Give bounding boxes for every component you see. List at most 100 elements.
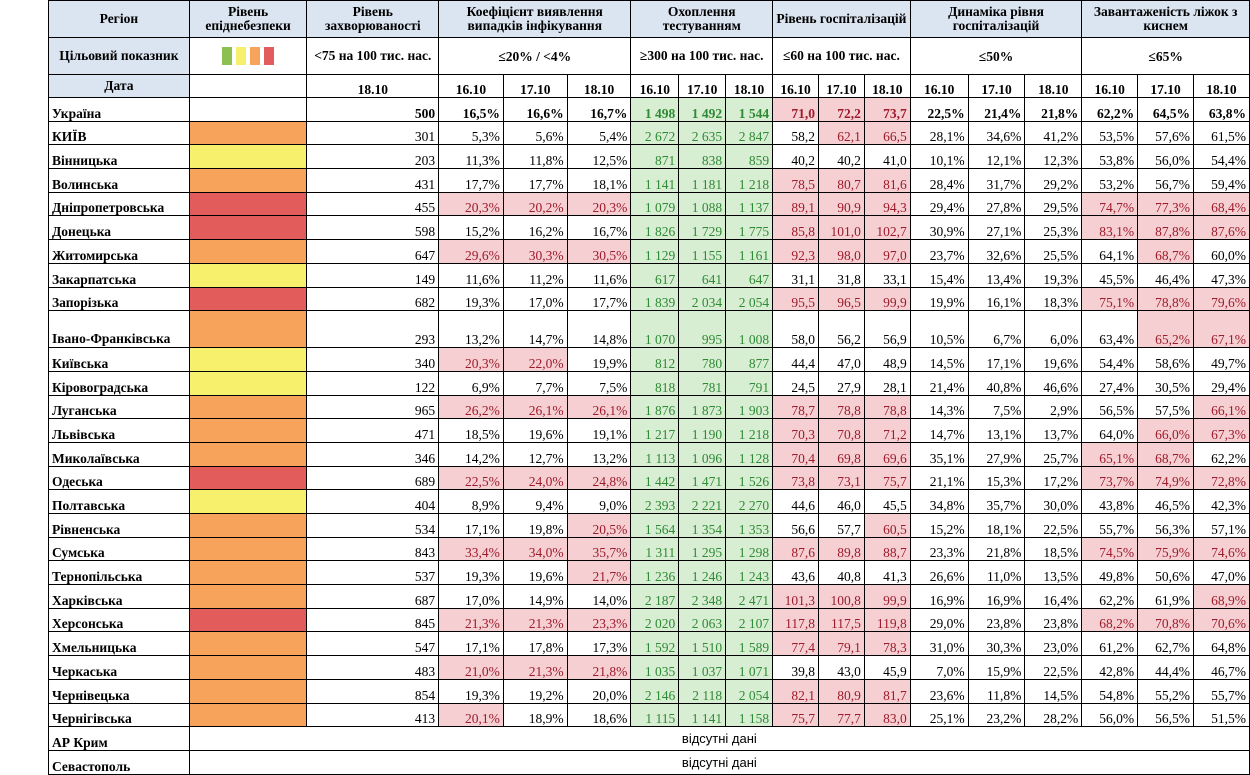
oxygen-beds-value: 61,2% bbox=[1081, 631, 1139, 657]
hospitalization-value: 85,8 bbox=[772, 215, 819, 241]
oxygen-beds-value: 62,7% bbox=[1137, 631, 1194, 657]
hosp-dynamics-value: 15,4% bbox=[909, 262, 969, 288]
testing-value: 1 071 bbox=[725, 655, 774, 680]
testing-value: 781 bbox=[678, 370, 727, 396]
hosp-dynamics-value: 31,7% bbox=[967, 168, 1026, 193]
testing-value: 1 354 bbox=[678, 513, 727, 538]
detection-value: 14,8% bbox=[566, 310, 632, 349]
oxygen-beds-value: 30,5% bbox=[1137, 370, 1194, 396]
epid-level-cell bbox=[188, 97, 308, 122]
oxygen-beds-value: 74,9% bbox=[1137, 465, 1194, 491]
hospitalization-value: 99,9 bbox=[863, 286, 911, 312]
hospitalization-value: 117,8 bbox=[772, 607, 819, 633]
hosp-dynamics-value: 13,1% bbox=[967, 418, 1026, 443]
hosp-dynamics-value: 14,3% bbox=[909, 394, 969, 420]
detection-value: 19,8% bbox=[502, 513, 568, 538]
detection-value: 17,3% bbox=[566, 631, 632, 657]
oxygen-beds-value: 59,4% bbox=[1192, 168, 1250, 193]
testing-value: 2 221 bbox=[678, 489, 727, 514]
region-name: Сумська bbox=[48, 536, 190, 562]
date-cell: 17.10 bbox=[502, 74, 568, 98]
missing-data-note: відсутні дані bbox=[188, 726, 1250, 751]
hosp-dynamics-value: 23,6% bbox=[909, 678, 969, 704]
hosp-dynamics-value: 29,0% bbox=[909, 607, 969, 633]
hosp-dynamics-value: 27,8% bbox=[967, 191, 1026, 217]
detection-value: 33,4% bbox=[438, 536, 504, 562]
hosp-dynamics-value: 21,1% bbox=[909, 465, 969, 491]
oxygen-beds-value: 56,0% bbox=[1081, 702, 1139, 728]
region-row: Волинська 431 17,7% 17,7% 18,1% 1 141 1 181 1 2… bbox=[48, 168, 1250, 193]
hospitalization-value: 40,2 bbox=[772, 144, 819, 170]
oxygen-beds-value: 75,1% bbox=[1081, 286, 1139, 312]
testing-value: 1 217 bbox=[630, 418, 680, 443]
detection-value: 21,8% bbox=[566, 655, 632, 680]
hosp-dynamics-value: 23,3% bbox=[909, 536, 969, 562]
region-name: Черкаська bbox=[48, 655, 190, 680]
hosp-dynamics-value: 41,2% bbox=[1024, 120, 1083, 146]
hosp-dynamics-value: 19,3% bbox=[1024, 262, 1083, 288]
region-name: Вінницька bbox=[48, 144, 190, 170]
hospitalization-value: 78,8 bbox=[817, 394, 865, 420]
incidence-value: 340 bbox=[306, 347, 440, 372]
hospitalization-value: 44,4 bbox=[772, 347, 819, 372]
region-name: Миколаївська bbox=[48, 441, 190, 467]
hospitalization-value: 56,9 bbox=[863, 310, 911, 349]
detection-value: 18,9% bbox=[502, 702, 568, 728]
hosp-dynamics-value: 29,2% bbox=[1024, 168, 1083, 193]
oxygen-beds-value: 56,5% bbox=[1081, 394, 1139, 420]
hosp-dynamics-value: 21,4% bbox=[967, 97, 1026, 122]
hosp-dynamics-value: 26,6% bbox=[909, 560, 969, 586]
epid-level-cell bbox=[188, 418, 308, 443]
detection-value: 34,0% bbox=[502, 536, 568, 562]
epid-level-cell bbox=[188, 560, 308, 586]
testing-value: 1 592 bbox=[630, 631, 680, 657]
hosp-dynamics-value: 25,1% bbox=[909, 702, 969, 728]
testing-value: 2 146 bbox=[630, 678, 680, 704]
oxygen-target: ≤65% bbox=[1081, 37, 1250, 75]
hospitalization-value: 46,0 bbox=[817, 489, 865, 514]
date-cell: 17.10 bbox=[817, 74, 865, 98]
date-level-blank bbox=[188, 74, 308, 98]
detection-value: 18,6% bbox=[566, 702, 632, 728]
oxygen-beds-value: 53,2% bbox=[1081, 168, 1139, 193]
epid-level-cell bbox=[188, 678, 308, 704]
testing-value: 1 442 bbox=[630, 465, 680, 491]
oxygen-beds-value: 73,7% bbox=[1081, 465, 1139, 491]
oxygen-beds-value: 54,4% bbox=[1081, 347, 1139, 372]
hosp-dynamics-value: 12,1% bbox=[967, 144, 1026, 170]
epid-level-cell bbox=[188, 215, 308, 241]
region-name: Полтавська bbox=[48, 489, 190, 514]
detection-value: 20,1% bbox=[438, 702, 504, 728]
region-name: Львівська bbox=[48, 418, 190, 443]
epid-level-cell bbox=[188, 310, 308, 349]
oxygen-beds-value: 79,6% bbox=[1192, 286, 1250, 312]
hospitalization-value: 80,9 bbox=[817, 678, 865, 704]
detection-value: 20,0% bbox=[566, 678, 632, 704]
detection-value: 19,2% bbox=[502, 678, 568, 704]
testing-value: 812 bbox=[630, 347, 680, 372]
region-row: Черкаська 483 21,0% 21,3% 21,8% 1 035 1 037 1 0… bbox=[48, 655, 1250, 680]
oxygen-beds-value: 53,5% bbox=[1081, 120, 1139, 146]
date-cell: 17.10 bbox=[967, 74, 1026, 98]
incidence-value: 537 bbox=[306, 560, 440, 586]
hospitalization-value: 83,0 bbox=[863, 702, 911, 728]
hospitalization-value: 82,1 bbox=[772, 678, 819, 704]
oxygen-beds-value: 56,7% bbox=[1137, 168, 1194, 193]
oxygen-beds-value: 56,3% bbox=[1137, 513, 1194, 538]
hosp-dynamics-value: 25,5% bbox=[1024, 239, 1083, 264]
epid-level-cell bbox=[188, 465, 308, 491]
hosp-dynamics-value: 30,9% bbox=[909, 215, 969, 241]
hosp-dynamics-value: 14,5% bbox=[1024, 678, 1083, 704]
legend-red-swatch bbox=[264, 47, 275, 65]
detection-value: 21,3% bbox=[502, 607, 568, 633]
legend-orange-swatch bbox=[250, 47, 261, 65]
testing-value: 859 bbox=[725, 144, 774, 170]
oxygen-beds-value: 27,4% bbox=[1081, 370, 1139, 396]
incidence-value: 483 bbox=[306, 655, 440, 680]
hospitalization-value: 45,5 bbox=[863, 489, 911, 514]
oxygen-beds-value: 55,7% bbox=[1081, 513, 1139, 538]
incidence-value: 547 bbox=[306, 631, 440, 657]
testing-value: 1 218 bbox=[725, 168, 774, 193]
hosp-dynamics-value: 2,9% bbox=[1024, 394, 1083, 420]
testing-value: 1 311 bbox=[630, 536, 680, 562]
